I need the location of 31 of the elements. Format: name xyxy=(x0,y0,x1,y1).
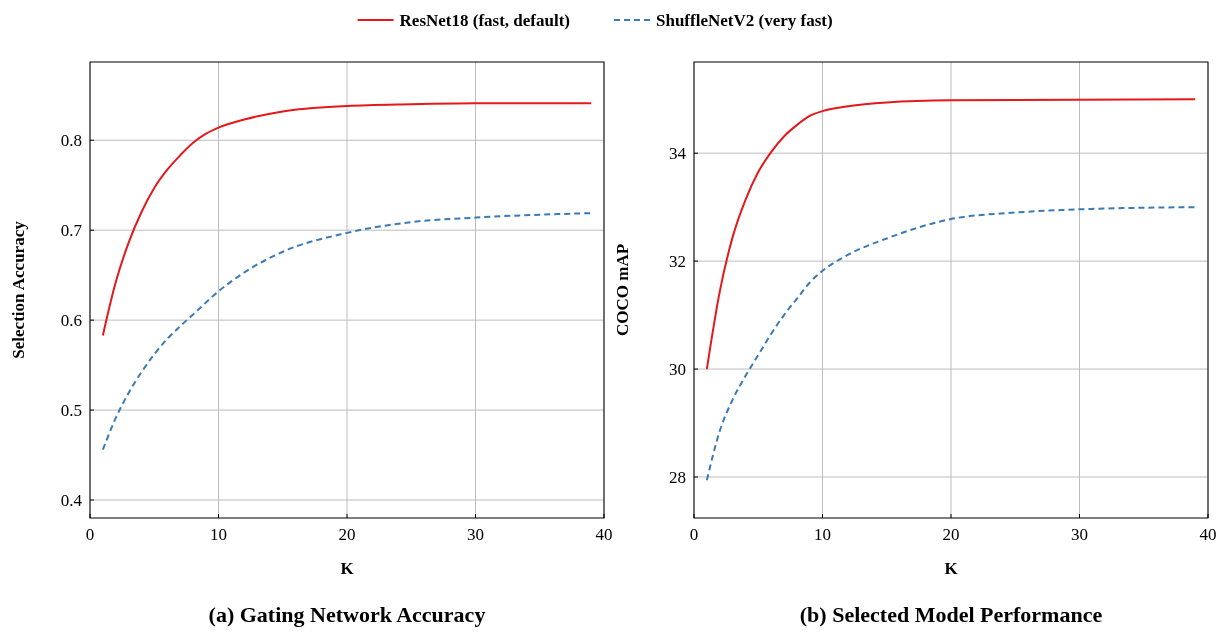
y-tick-label: 0.7 xyxy=(60,221,83,241)
x-tick-label: 30 xyxy=(1071,525,1088,544)
legend-label: ResNet18 (fast, default) xyxy=(399,11,571,30)
line-series xyxy=(705,206,1197,482)
x-tick-label: 30 xyxy=(467,525,484,544)
text: (b) Selected Model Performance xyxy=(799,602,1103,627)
x-axis-title: K xyxy=(944,559,959,578)
x-axis-title: K xyxy=(340,559,355,578)
y-tick-label: 30 xyxy=(669,360,686,380)
line-series xyxy=(101,102,593,337)
line-series xyxy=(705,98,1197,371)
y-tick-label: 32 xyxy=(669,252,686,272)
y-axis-title: COCO mAP xyxy=(613,243,632,337)
line-series xyxy=(101,212,593,451)
x-tick-label: 10 xyxy=(814,525,831,544)
x-tick-label: 40 xyxy=(595,525,613,544)
x-tick-label: 10 xyxy=(210,525,227,544)
y-tick-label: 0.4 xyxy=(60,491,83,511)
x-tick-label: 40 xyxy=(1199,525,1217,544)
y-tick-label: 34 xyxy=(669,144,687,164)
legend-label: ShuffleNetV2 (very fast) xyxy=(656,11,833,30)
y-axis-title: Selection Accuracy xyxy=(9,220,28,359)
text: (a) Gating Network Accuracy xyxy=(208,602,486,627)
x-tick-label: 20 xyxy=(942,525,960,544)
y-tick-label: 0.8 xyxy=(60,131,82,151)
y-tick-label: 0.5 xyxy=(60,401,82,421)
y-tick-label: 28 xyxy=(669,467,686,487)
y-tick-label: 0.6 xyxy=(60,311,82,331)
x-tick-label: 0 xyxy=(85,525,95,544)
x-tick-label: 20 xyxy=(338,525,356,544)
x-tick-label: 0 xyxy=(689,525,699,544)
